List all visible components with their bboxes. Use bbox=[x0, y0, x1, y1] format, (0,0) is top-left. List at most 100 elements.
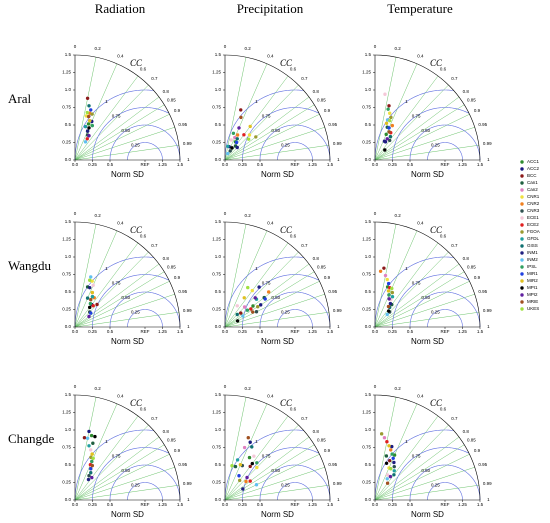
x-tick-label: 0.25 bbox=[238, 502, 247, 507]
y-tick-label: 0.25 bbox=[212, 480, 221, 485]
taylor-diagram: 0 0.20.40.60.70.80.850.90.950.9910.250.50… bbox=[62, 384, 192, 519]
cc-line bbox=[224, 242, 289, 328]
cc-line bbox=[74, 126, 175, 161]
cc-tick-label: 1 bbox=[487, 157, 490, 162]
legend-label: GFDL bbox=[527, 236, 539, 241]
y-tick-label: 1.0 bbox=[215, 87, 222, 92]
model-point bbox=[89, 275, 93, 279]
y-tick-label: 0.0 bbox=[215, 157, 222, 162]
rms-arc bbox=[74, 89, 154, 161]
y-tick-label: 1.5 bbox=[365, 52, 372, 57]
rms-label: 0.75 bbox=[112, 454, 121, 459]
cc-tick-label: 0.85 bbox=[167, 437, 176, 442]
x-tick-label: 1.5 bbox=[177, 329, 184, 334]
model-point bbox=[251, 310, 255, 314]
x-tick-label: 1.5 bbox=[477, 502, 484, 507]
model-point bbox=[241, 487, 245, 491]
cc-tick-label: 0.99 bbox=[333, 308, 342, 313]
rms-label: 0.50 bbox=[421, 295, 430, 300]
rms-label: 1 bbox=[255, 99, 258, 104]
cc-line bbox=[74, 224, 97, 328]
taylor-diagram: 0 0.20.40.60.70.80.850.90.950.9910.250.50… bbox=[362, 384, 492, 519]
cc-tick-label: 1 bbox=[337, 157, 340, 162]
cc-tick-label: 0.9 bbox=[474, 108, 481, 113]
outer-arc bbox=[74, 54, 181, 161]
cc-tick-label: 0 bbox=[224, 44, 227, 49]
y-tick-label: 1.25 bbox=[62, 410, 71, 415]
rms-label: 0.75 bbox=[112, 114, 121, 119]
y-tick-label: 1.25 bbox=[212, 237, 221, 242]
row-title: Aral bbox=[8, 91, 31, 106]
model-point bbox=[231, 131, 236, 135]
rms-arc bbox=[392, 274, 469, 328]
model-point bbox=[259, 303, 263, 307]
legend-label: ACC1 bbox=[527, 159, 540, 164]
y-tick-label: 0.25 bbox=[62, 307, 71, 312]
rms-label: 0.50 bbox=[121, 468, 130, 473]
cc-line bbox=[74, 75, 139, 161]
cc-label: CC bbox=[130, 225, 143, 235]
model-point bbox=[83, 124, 88, 129]
rms-label: 1 bbox=[405, 439, 408, 444]
model-point bbox=[384, 454, 389, 458]
model-point bbox=[386, 309, 391, 313]
model-point bbox=[226, 151, 230, 156]
legend-marker bbox=[520, 160, 524, 164]
model-point bbox=[88, 305, 92, 310]
x-tick-label: 0.0 bbox=[72, 502, 79, 507]
x-tick-label: 0.0 bbox=[72, 162, 79, 167]
cc-tick-label: 0.85 bbox=[167, 264, 176, 269]
x-tick-label: 0.5 bbox=[407, 502, 414, 507]
cc-tick-label: 0 bbox=[74, 44, 77, 49]
model-point bbox=[390, 290, 395, 295]
cc-line bbox=[74, 281, 170, 328]
rms-label: 1 bbox=[255, 439, 258, 444]
y-tick-label: 0.75 bbox=[212, 105, 221, 110]
rms-arc bbox=[427, 142, 463, 160]
rms-arc bbox=[277, 142, 313, 160]
cc-line bbox=[74, 397, 97, 501]
x-tick-label: 0.0 bbox=[222, 329, 229, 334]
y-tick-label: 1.5 bbox=[215, 219, 222, 224]
y-tick-label: 0.25 bbox=[362, 307, 371, 312]
model-point bbox=[90, 459, 94, 464]
outer-arc bbox=[374, 221, 481, 328]
x-tick-label: 0.0 bbox=[372, 162, 379, 167]
x-tick-label: 0.5 bbox=[107, 329, 114, 334]
model-point bbox=[385, 477, 389, 481]
x-tick-label: 0.25 bbox=[238, 162, 247, 167]
x-tick-label: 0.0 bbox=[222, 502, 229, 507]
row-title: Wangdu bbox=[8, 258, 51, 273]
model-point bbox=[87, 474, 91, 478]
rms-arc bbox=[109, 124, 181, 161]
cc-tick-label: 1 bbox=[487, 497, 490, 502]
y-tick-label: 1.0 bbox=[215, 254, 222, 259]
cc-line bbox=[224, 281, 320, 328]
column-title: Temperature bbox=[387, 1, 453, 16]
taylor-diagram: 0 0.20.40.60.70.80.850.90.950.9910.250.50… bbox=[62, 211, 192, 346]
outer-arc bbox=[224, 394, 331, 501]
model-point bbox=[386, 107, 390, 111]
y-tick-label: 0.0 bbox=[365, 157, 372, 162]
x-tick-label: 1.5 bbox=[177, 502, 184, 507]
rms-label: 0.50 bbox=[271, 295, 280, 300]
model-point bbox=[385, 481, 390, 485]
legend-marker bbox=[520, 307, 524, 311]
cc-tick-label: 0.4 bbox=[417, 393, 424, 398]
model-point bbox=[384, 132, 388, 137]
cc-line bbox=[374, 63, 418, 161]
cc-tick-label: 0 bbox=[374, 211, 377, 216]
x-tick-label: REF bbox=[291, 502, 300, 507]
cc-tick-label: 0.95 bbox=[478, 462, 487, 467]
y-tick-label: 1.5 bbox=[65, 392, 72, 397]
legend-marker bbox=[520, 188, 524, 192]
model-point bbox=[385, 440, 389, 444]
model-point bbox=[87, 126, 91, 130]
cc-tick-label: 0.7 bbox=[301, 243, 308, 248]
x-tick-label: 0.5 bbox=[107, 162, 114, 167]
model-point bbox=[386, 304, 391, 309]
x-tick-label: 0.0 bbox=[222, 162, 229, 167]
cc-tick-label: 0 bbox=[374, 384, 377, 389]
cc-line bbox=[374, 403, 418, 501]
